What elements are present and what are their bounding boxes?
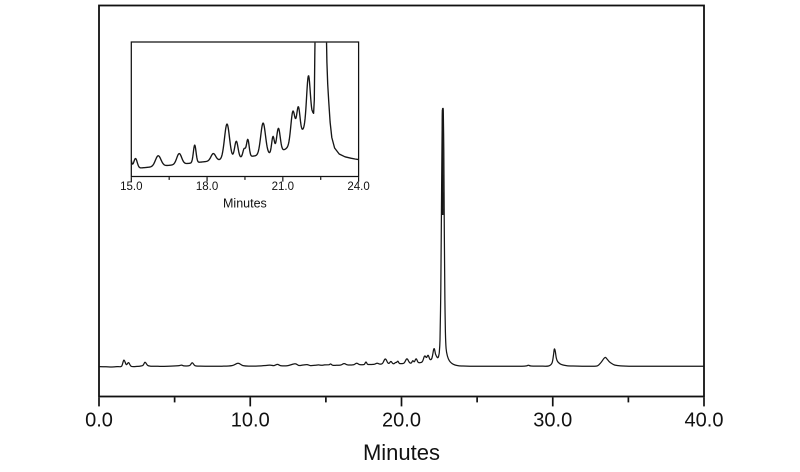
svg-text:18.0: 18.0 [196, 181, 218, 193]
svg-text:Minutes: Minutes [363, 440, 440, 465]
svg-text:10.0: 10.0 [231, 410, 270, 432]
svg-text:24.0: 24.0 [347, 181, 369, 193]
svg-text:30.0: 30.0 [533, 410, 572, 432]
svg-text:40.0: 40.0 [685, 410, 724, 432]
svg-text:Minutes: Minutes [223, 197, 267, 211]
svg-text:21.0: 21.0 [272, 181, 294, 193]
svg-text:15.0: 15.0 [120, 181, 142, 193]
svg-text:20.0: 20.0 [382, 410, 421, 432]
svg-text:0.0: 0.0 [85, 410, 113, 432]
